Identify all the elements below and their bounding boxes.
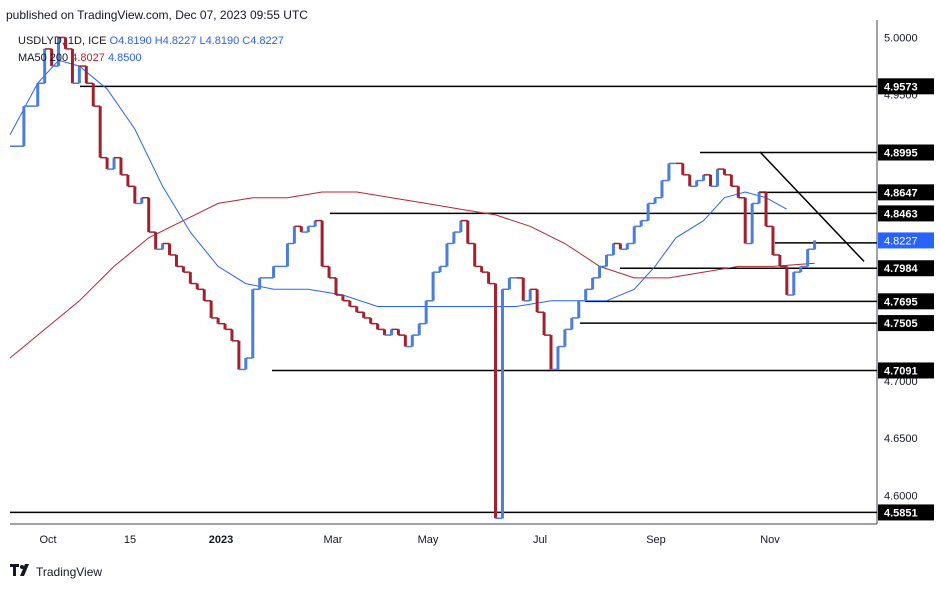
low-label: L	[199, 35, 206, 47]
level-badge-label: 4.7091	[884, 365, 918, 377]
trendline	[759, 151, 865, 262]
symbol-label: USDLYD, 1D, ICE	[18, 35, 107, 47]
open-value: 4.8190	[118, 35, 152, 47]
level-badge-bg	[878, 315, 934, 332]
open-label: O	[109, 35, 119, 47]
close-value: 4.8227	[250, 35, 284, 47]
brand-name: TradingView	[36, 564, 103, 579]
close-label: C	[242, 35, 251, 47]
tradingview-logo-icon	[10, 564, 32, 579]
x-tick-label: 15	[124, 534, 136, 546]
x-tick-label: Mar	[324, 534, 343, 546]
y-tick-label: 4.6000	[884, 490, 918, 502]
x-tick-label: 2023	[209, 534, 233, 546]
x-tick-label: Jul	[533, 534, 547, 546]
ma50-line	[9, 59, 788, 307]
level-badge-bg	[878, 184, 934, 201]
ma200-value: 4.8500	[107, 52, 142, 64]
ma-legend: MA50 200 4.8027 4.8500	[18, 52, 142, 64]
level-badge-bg	[878, 504, 934, 521]
ma-label: MA50 200	[18, 52, 69, 64]
level-badge-bg	[878, 260, 934, 277]
ma50-value: 4.8027	[71, 52, 105, 64]
low-value: 4.8190	[205, 35, 240, 47]
level-badge-bg	[878, 293, 934, 310]
ma200-line	[9, 191, 815, 359]
level-badge-bg	[878, 205, 934, 222]
plot-area[interactable]	[10, 26, 877, 524]
level-badge-bg	[878, 78, 934, 95]
x-tick-label: Oct	[39, 534, 56, 546]
level-badge-bg	[878, 144, 934, 161]
last-price-badge-label: 4.8227	[884, 235, 918, 247]
x-tick-label: May	[418, 534, 439, 546]
y-tick-label: 4.6500	[884, 433, 918, 445]
level-badge-label: 4.8995	[884, 148, 918, 160]
high-label: H	[154, 35, 163, 47]
ohlc-legend: USDLYD, 1D, ICE O4.8190 H4.8227 L4.8190 …	[18, 35, 284, 47]
level-badge-label: 4.5851	[884, 507, 918, 519]
published-caption: published on TradingView.com, Dec 07, 20…	[6, 8, 308, 22]
y-tick-label: 5.0000	[884, 32, 918, 44]
level-badge-label: 4.7695	[884, 296, 918, 308]
level-badge-bg	[878, 362, 934, 379]
y-tick-label: 4.7000	[884, 376, 918, 388]
last-price-badge-bg	[878, 232, 934, 249]
level-badge-label: 4.7984	[884, 263, 919, 275]
high-value: 4.8227	[162, 35, 197, 47]
level-badge-label: 4.8463	[884, 208, 918, 220]
x-tick-label: Nov	[760, 534, 780, 546]
footer-brand[interactable]: TradingView	[10, 564, 102, 579]
level-badge-label: 4.9573	[884, 81, 918, 93]
level-badge-label: 4.7505	[884, 318, 918, 330]
x-tick-label: Sep	[646, 534, 666, 546]
level-badge-label: 4.8647	[884, 187, 918, 199]
